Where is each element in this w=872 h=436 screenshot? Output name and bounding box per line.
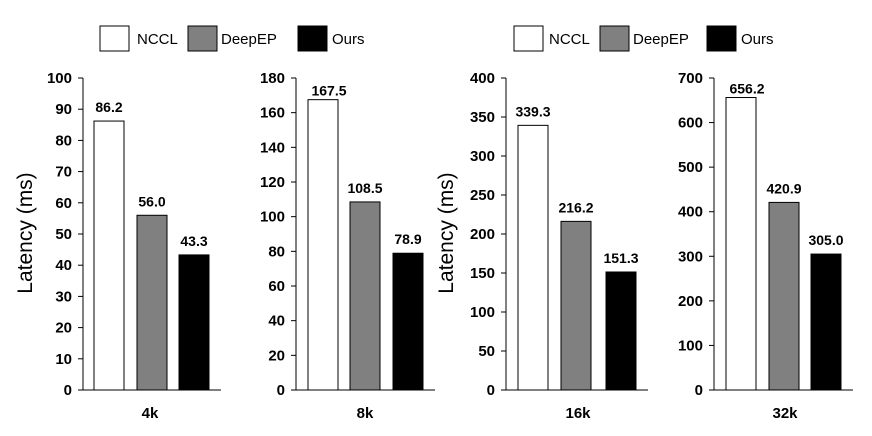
data-label: 167.5 bbox=[311, 83, 346, 99]
y-tick-label: 50 bbox=[478, 343, 495, 360]
y-tick-label: 100 bbox=[47, 70, 72, 87]
y-tick-label: 300 bbox=[678, 248, 703, 265]
data-label: 108.5 bbox=[347, 180, 382, 196]
y-tick-label: 40 bbox=[55, 257, 72, 274]
legend-swatch-deepep bbox=[187, 25, 218, 52]
x-category-label: 16k bbox=[565, 405, 591, 422]
y-tick-label: 0 bbox=[64, 382, 72, 399]
data-label: 56.0 bbox=[138, 193, 165, 209]
y-tick-label: 600 bbox=[678, 115, 703, 132]
y-tick-label: 60 bbox=[268, 278, 285, 295]
legend-label: Ours bbox=[741, 31, 774, 48]
y-tick-label: 0 bbox=[487, 382, 495, 399]
legend-label: NCCL bbox=[549, 31, 590, 48]
data-label: 656.2 bbox=[729, 81, 764, 97]
y-tick-label: 70 bbox=[55, 164, 72, 181]
legend-label: DeepEP bbox=[221, 31, 277, 48]
bar-nccl bbox=[93, 120, 125, 391]
y-tick-label: 60 bbox=[55, 195, 72, 212]
bar-ours bbox=[392, 252, 424, 391]
y-tick-label: 80 bbox=[268, 243, 285, 260]
y-tick-label: 400 bbox=[470, 70, 495, 87]
legend-label: NCCL bbox=[137, 31, 178, 48]
data-label: 216.2 bbox=[558, 199, 593, 215]
data-label: 151.3 bbox=[603, 250, 638, 266]
y-tick-label: 120 bbox=[260, 174, 285, 191]
y-tick-label: 200 bbox=[678, 293, 703, 310]
bar-deepep bbox=[136, 214, 168, 391]
y-axis-title-right: Latency (ms) bbox=[435, 172, 458, 293]
data-label: 86.2 bbox=[95, 99, 122, 115]
y-tick-label: 140 bbox=[260, 139, 285, 156]
legend-swatch-ours bbox=[706, 25, 737, 52]
y-axis-title-left: Latency (ms) bbox=[14, 172, 37, 293]
data-label: 420.9 bbox=[766, 180, 801, 196]
bar-nccl bbox=[725, 97, 757, 391]
bar-ours bbox=[810, 253, 842, 391]
legend-swatch-deepep bbox=[599, 25, 630, 52]
bar-nccl bbox=[307, 99, 339, 391]
y-tick-label: 350 bbox=[470, 109, 495, 126]
y-tick-label: 500 bbox=[678, 159, 703, 176]
y-tick-label: 150 bbox=[470, 265, 495, 282]
x-category-label: 4k bbox=[142, 405, 159, 422]
legend-label: Ours bbox=[332, 31, 365, 48]
x-category-label: 8k bbox=[357, 405, 374, 422]
y-tick-label: 40 bbox=[268, 313, 285, 330]
y-tick-label: 100 bbox=[678, 337, 703, 354]
y-tick-label: 180 bbox=[260, 70, 285, 87]
y-tick-label: 0 bbox=[277, 382, 285, 399]
x-category-label: 32k bbox=[772, 405, 798, 422]
y-tick-label: 20 bbox=[268, 347, 285, 364]
bar-deepep bbox=[768, 201, 800, 391]
data-label: 43.3 bbox=[180, 233, 207, 249]
legend-swatch-nccl bbox=[99, 25, 130, 52]
y-tick-label: 50 bbox=[55, 226, 72, 243]
bar-nccl bbox=[517, 124, 549, 391]
bar-deepep bbox=[560, 220, 592, 391]
bar-ours bbox=[178, 254, 210, 391]
y-tick-label: 10 bbox=[55, 351, 72, 368]
data-label: 339.3 bbox=[515, 103, 550, 119]
data-label: 305.0 bbox=[808, 232, 843, 248]
y-tick-label: 250 bbox=[470, 187, 495, 204]
y-tick-label: 0 bbox=[695, 382, 703, 399]
y-tick-label: 100 bbox=[260, 209, 285, 226]
data-label: 78.9 bbox=[394, 231, 421, 247]
bar-ours bbox=[605, 271, 637, 391]
legend-label: DeepEP bbox=[633, 31, 689, 48]
y-tick-label: 90 bbox=[55, 101, 72, 118]
legend-swatch-ours bbox=[297, 25, 328, 52]
y-tick-label: 20 bbox=[55, 320, 72, 337]
y-tick-label: 200 bbox=[470, 226, 495, 243]
legend-swatch-nccl bbox=[513, 25, 544, 52]
bar-deepep bbox=[349, 201, 381, 391]
y-tick-label: 700 bbox=[678, 70, 703, 87]
y-tick-label: 400 bbox=[678, 204, 703, 221]
y-tick-label: 80 bbox=[55, 132, 72, 149]
y-tick-label: 300 bbox=[470, 148, 495, 165]
y-tick-label: 100 bbox=[470, 304, 495, 321]
y-tick-label: 30 bbox=[55, 288, 72, 305]
y-tick-label: 160 bbox=[260, 105, 285, 122]
